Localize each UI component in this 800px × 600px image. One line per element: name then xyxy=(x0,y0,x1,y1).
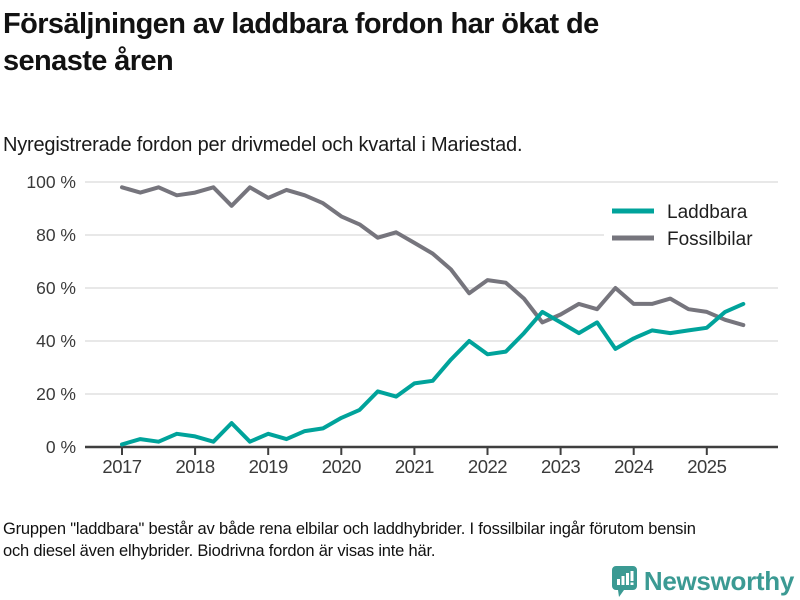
fossilbilar-line xyxy=(120,185,746,328)
chart-subtitle: Nyregistrerade fordon per drivmedel och … xyxy=(3,134,523,156)
laddbara-line xyxy=(120,301,746,447)
y-tick-label: 60 % xyxy=(36,278,76,298)
x-tick-label: 2023 xyxy=(541,456,580,477)
legend-label-laddbara: Laddbara xyxy=(667,202,748,223)
newsworthy-logo-text: Newsworthy xyxy=(643,565,794,596)
chart-footnote-line-1: Gruppen "laddbara" består av både rena e… xyxy=(3,520,696,538)
line-chart: 0 % 20 % 40 % 60 % 80 % 100 % 2017 2018 2019 2020… xyxy=(26,172,778,477)
chart-footnote: Gruppen "laddbara" består av både rena e… xyxy=(3,518,791,562)
page-title-line-1: Försäljningen av laddbara fordon har öka… xyxy=(3,8,599,40)
y-tick-label: 0 % xyxy=(46,437,76,457)
x-tick-label: 2024 xyxy=(614,456,653,477)
x-tick-label: 2025 xyxy=(687,456,726,477)
x-tick-label: 2020 xyxy=(322,456,361,477)
x-tick-label: 2018 xyxy=(176,456,215,477)
x-tick-label: 2022 xyxy=(468,456,507,477)
y-tick-label: 80 % xyxy=(36,225,76,245)
page-title: Försäljningen av laddbara fordon har öka… xyxy=(3,6,793,80)
y-tick-label: 40 % xyxy=(36,331,76,351)
chart-footnote-line-2: och diesel även elhybrider. Biodrivna fo… xyxy=(3,542,436,560)
line-chart-canvas: 0 % 20 % 40 % 60 % 80 % 100 % 2017 2018 2019 2020… xyxy=(26,172,778,477)
x-tick-label: 2019 xyxy=(249,456,288,477)
newsworthy-bar-chart-bubble-icon xyxy=(611,565,637,597)
legend-label-fossilbilar: Fossilbilar xyxy=(667,229,753,250)
x-tick-label: 2021 xyxy=(395,456,434,477)
y-tick-label: 100 % xyxy=(26,172,76,192)
page-title-line-2: senaste åren xyxy=(3,45,174,77)
x-tick-label: 2017 xyxy=(102,456,141,477)
newsworthy-logo: Newsworthy xyxy=(611,565,794,597)
y-tick-label: 20 % xyxy=(36,384,76,404)
